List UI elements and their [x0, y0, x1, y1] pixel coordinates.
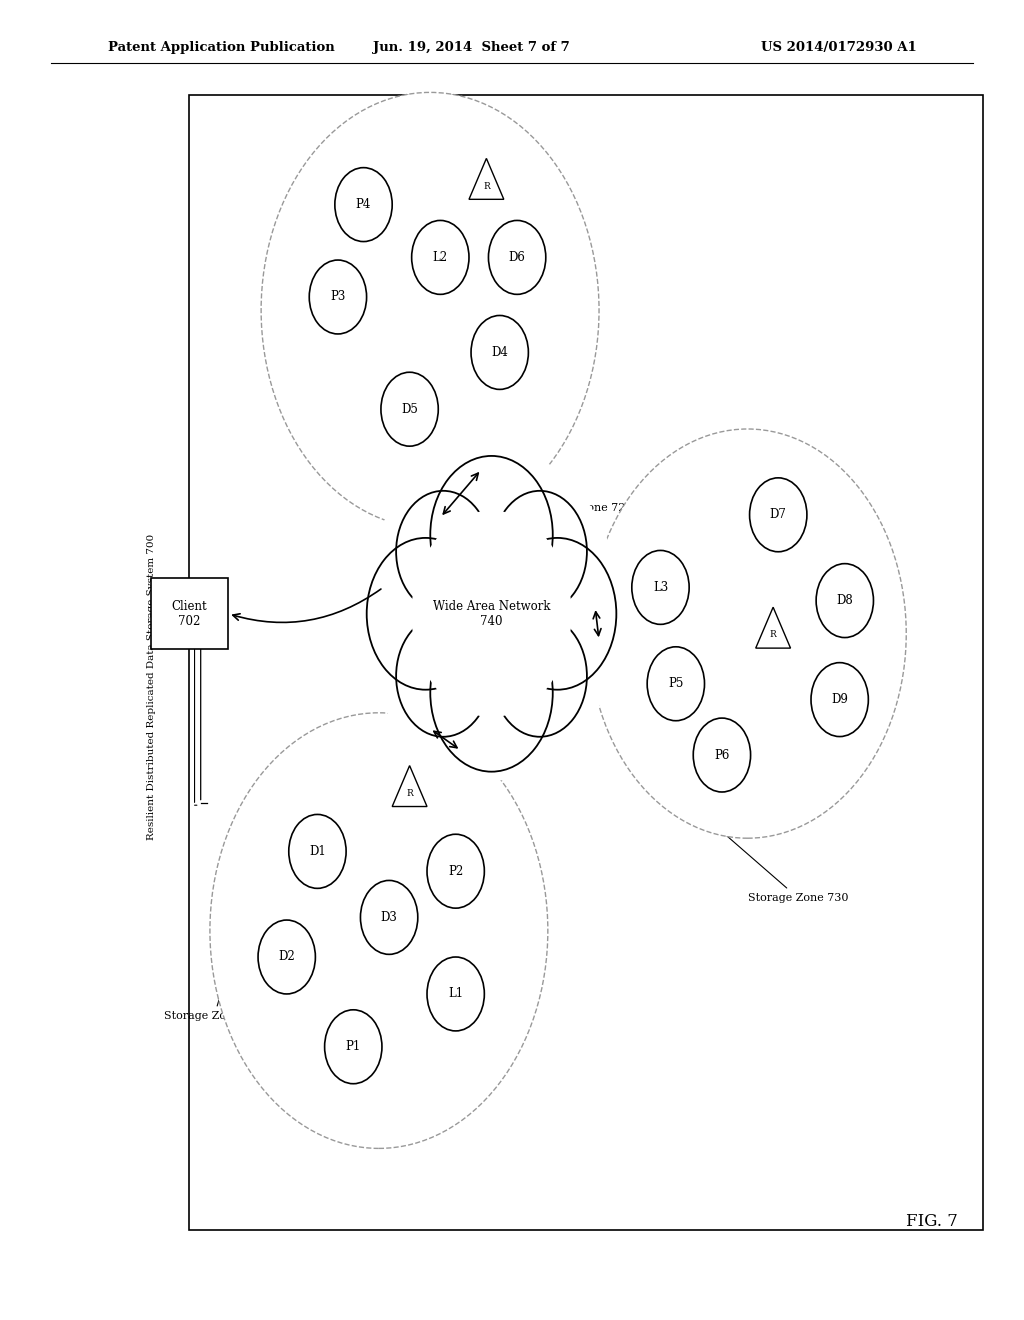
- Text: Storage Zone 710: Storage Zone 710: [164, 946, 264, 1022]
- Circle shape: [412, 511, 571, 717]
- Text: D8: D8: [837, 594, 853, 607]
- Circle shape: [471, 315, 528, 389]
- Circle shape: [426, 572, 490, 656]
- Circle shape: [261, 92, 599, 528]
- Circle shape: [210, 713, 548, 1148]
- Text: Patent Application Publication: Patent Application Publication: [108, 41, 334, 54]
- Text: D5: D5: [401, 403, 418, 416]
- Circle shape: [430, 455, 553, 614]
- Text: L1: L1: [449, 987, 463, 1001]
- Circle shape: [493, 615, 587, 737]
- Text: R: R: [407, 789, 413, 797]
- Circle shape: [489, 549, 542, 616]
- Circle shape: [396, 491, 490, 612]
- Circle shape: [589, 429, 906, 838]
- Text: P1: P1: [346, 1040, 360, 1053]
- Text: L3: L3: [653, 581, 668, 594]
- Text: P6: P6: [714, 748, 730, 762]
- Circle shape: [441, 549, 494, 616]
- Text: D1: D1: [309, 845, 326, 858]
- Bar: [189, 95, 983, 1230]
- Circle shape: [309, 260, 367, 334]
- Circle shape: [427, 957, 484, 1031]
- Circle shape: [499, 539, 616, 689]
- Text: D2: D2: [279, 950, 295, 964]
- Circle shape: [381, 372, 438, 446]
- Circle shape: [458, 531, 525, 618]
- Circle shape: [493, 491, 587, 612]
- Circle shape: [427, 834, 484, 908]
- Text: D7: D7: [770, 508, 786, 521]
- Text: Storage Zone 720: Storage Zone 720: [484, 503, 633, 515]
- Text: D4: D4: [492, 346, 508, 359]
- Text: P5: P5: [668, 677, 684, 690]
- Circle shape: [693, 718, 751, 792]
- Text: P4: P4: [355, 198, 372, 211]
- Text: Resilient Distributed Replicated Data Storage System 700: Resilient Distributed Replicated Data St…: [147, 533, 156, 840]
- Text: Storage Zone 730: Storage Zone 730: [724, 833, 848, 903]
- Circle shape: [335, 168, 392, 242]
- Circle shape: [489, 611, 542, 678]
- Circle shape: [458, 610, 525, 697]
- Circle shape: [361, 446, 621, 780]
- Circle shape: [396, 615, 490, 737]
- Circle shape: [430, 614, 553, 772]
- Circle shape: [412, 220, 469, 294]
- Text: D3: D3: [381, 911, 397, 924]
- Text: D9: D9: [831, 693, 848, 706]
- Circle shape: [360, 880, 418, 954]
- Text: FIG. 7: FIG. 7: [906, 1213, 957, 1229]
- Circle shape: [367, 539, 484, 689]
- Text: US 2014/0172930 A1: US 2014/0172930 A1: [761, 41, 916, 54]
- Circle shape: [811, 663, 868, 737]
- Circle shape: [493, 572, 557, 656]
- Circle shape: [441, 611, 494, 678]
- Text: Wide Area Network
740: Wide Area Network 740: [433, 599, 550, 628]
- Text: R: R: [770, 631, 776, 639]
- FancyBboxPatch shape: [151, 578, 228, 649]
- Circle shape: [258, 920, 315, 994]
- Circle shape: [325, 1010, 382, 1084]
- Text: P2: P2: [449, 865, 463, 878]
- Text: L2: L2: [433, 251, 447, 264]
- Circle shape: [289, 814, 346, 888]
- Text: R: R: [483, 182, 489, 190]
- Circle shape: [816, 564, 873, 638]
- Circle shape: [632, 550, 689, 624]
- Text: Client
702: Client 702: [172, 599, 207, 628]
- Text: Jun. 19, 2014  Sheet 7 of 7: Jun. 19, 2014 Sheet 7 of 7: [373, 41, 569, 54]
- Circle shape: [647, 647, 705, 721]
- Circle shape: [750, 478, 807, 552]
- Text: P3: P3: [330, 290, 346, 304]
- Circle shape: [488, 220, 546, 294]
- Text: D6: D6: [509, 251, 525, 264]
